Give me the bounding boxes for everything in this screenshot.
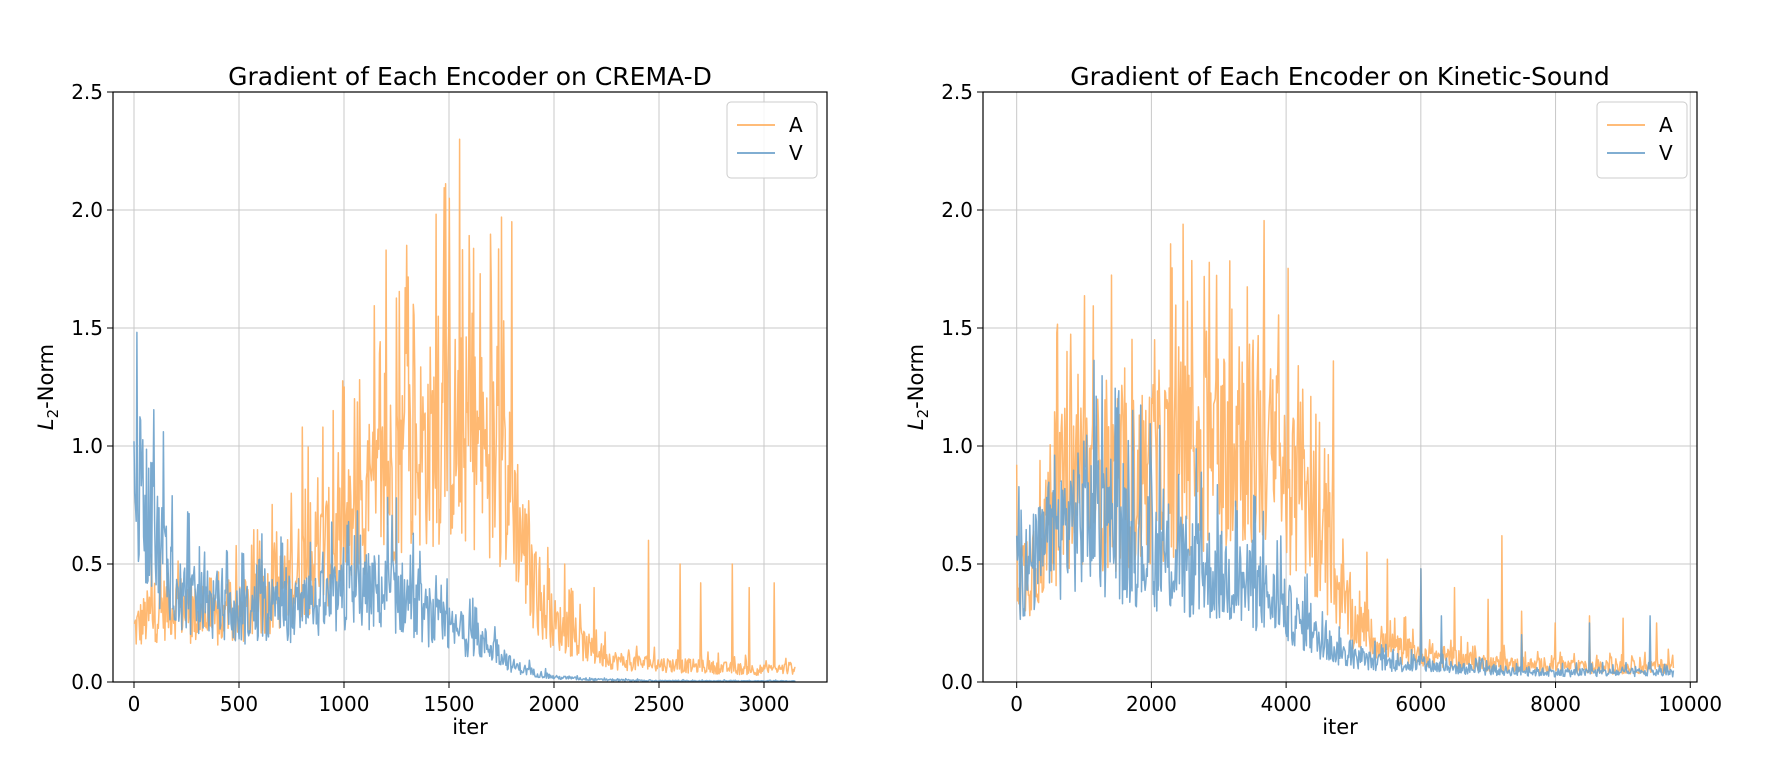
x-tick-label: 0	[1010, 692, 1023, 716]
x-tick-label: 3000	[739, 692, 790, 716]
x-tick-label: 2000	[1126, 692, 1177, 716]
y-axis-label: L2-Norm	[904, 344, 932, 430]
series-line-A	[133, 138, 796, 676]
chart-panel-1: 0 500 1000 1500 2000 2500 3000 0.0 0.5 1.0 1.5 2.0 2…	[34, 62, 828, 739]
x-tick-label: 4000	[1261, 692, 1312, 716]
y-tick-label: 2.0	[941, 198, 973, 222]
legend-box	[1596, 101, 1688, 179]
legend-label-V: V	[789, 141, 803, 165]
x-axis-label: iter	[1322, 715, 1358, 739]
x-tick-label: 500	[220, 692, 258, 716]
y-tick-label: 2.0	[71, 198, 103, 222]
chart-panel-2: 0 2000 4000 6000 8000 10000 0.0 0.5 1.0 1.5 2.0 2.5…	[904, 62, 1722, 739]
legend-label-V: V	[1659, 141, 1673, 165]
y-tick-label: 1.5	[71, 316, 103, 340]
y-tick-label: 1.0	[71, 434, 103, 458]
legend-box	[726, 101, 818, 179]
y-tick-label: 0.5	[941, 552, 973, 576]
x-tick-label: 6000	[1395, 692, 1446, 716]
x-tick-label: 1000	[319, 692, 370, 716]
chart-title: Gradient of Each Encoder on Kinetic-Soun…	[1070, 62, 1610, 91]
series-line-A	[1015, 219, 1675, 675]
y-tick-label: 0.5	[71, 552, 103, 576]
chart-title: Gradient of Each Encoder on CREMA-D	[228, 62, 712, 91]
x-tick-label: 10000	[1658, 692, 1722, 716]
y-tick-label: 0.0	[941, 670, 973, 694]
x-tick-label: 0	[128, 692, 141, 716]
x-axis-label: iter	[452, 715, 488, 739]
x-tick-label: 1500	[424, 692, 475, 716]
y-axis-label: L2-Norm	[34, 344, 62, 430]
y-tick-label: 0.0	[71, 670, 103, 694]
y-tick-label: 2.5	[71, 80, 103, 104]
y-tick-label: 2.5	[941, 80, 973, 104]
legend-label-A: A	[789, 113, 803, 137]
series-line-V	[133, 331, 796, 682]
y-tick-label: 1.0	[941, 434, 973, 458]
legend: AV	[1596, 101, 1688, 179]
legend: AV	[726, 101, 818, 179]
x-tick-label: 2000	[529, 692, 580, 716]
x-tick-label: 8000	[1530, 692, 1581, 716]
x-tick-label: 2500	[634, 692, 685, 716]
y-tick-label: 1.5	[941, 316, 973, 340]
series-line-V	[1015, 359, 1675, 678]
plot-frame	[982, 91, 1698, 683]
legend-label-A: A	[1659, 113, 1673, 137]
plot-frame	[112, 91, 828, 683]
